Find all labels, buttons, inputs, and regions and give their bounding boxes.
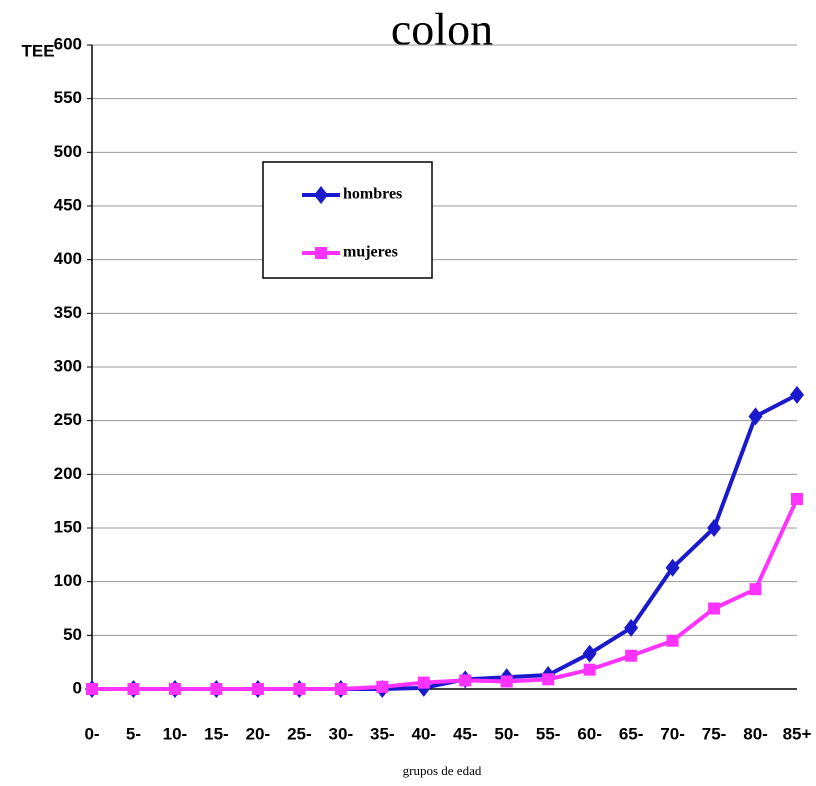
marker	[334, 683, 347, 695]
x-tick-label: 0-	[84, 724, 99, 743]
y-tick-label: 200	[54, 464, 82, 483]
x-tick-label: 10-	[163, 724, 188, 743]
marker	[314, 186, 328, 204]
x-axis-label: grupos de edad	[403, 763, 482, 778]
y-tick-label: 550	[54, 88, 82, 107]
marker	[748, 407, 763, 426]
y-tick-label: 250	[54, 410, 82, 429]
y-tick-label: 50	[63, 625, 82, 644]
series-line	[92, 393, 798, 691]
marker	[376, 680, 389, 693]
x-tick-label: 35-	[370, 724, 395, 743]
x-tick-label: 40-	[411, 724, 436, 743]
marker	[315, 247, 327, 259]
marker	[665, 558, 680, 577]
x-tick-label: 50-	[494, 724, 519, 743]
y-tick-label: 400	[54, 249, 82, 268]
x-tick-label: 5-	[126, 724, 141, 743]
y-tick-label: 100	[54, 571, 82, 590]
marker	[251, 683, 264, 695]
x-tick-label: 85+	[783, 724, 812, 743]
marker	[293, 683, 306, 695]
legend-box	[262, 161, 433, 279]
legend-label: hombres	[343, 186, 402, 203]
x-tick-label: 65-	[619, 724, 644, 743]
y-tick-label: 0	[73, 678, 82, 697]
marker	[582, 644, 597, 663]
marker	[86, 683, 98, 695]
marker	[500, 675, 513, 688]
marker	[790, 385, 804, 404]
marker	[708, 602, 721, 615]
series-line	[92, 498, 799, 691]
x-tick-label: 75-	[702, 724, 727, 743]
x-tick-label: 45-	[453, 724, 478, 743]
marker	[624, 618, 639, 637]
y-tick-label: 150	[54, 517, 82, 536]
marker	[666, 634, 679, 647]
x-tick-label: 25-	[287, 724, 312, 743]
marker	[459, 674, 472, 687]
legend-label: mujeres	[343, 244, 398, 261]
marker	[625, 649, 638, 662]
marker	[707, 519, 722, 537]
y-tick-label: 500	[54, 142, 82, 161]
marker	[210, 683, 223, 695]
x-tick-label: 60-	[577, 724, 602, 743]
y-axis-label: TEE	[21, 41, 54, 60]
marker	[417, 676, 430, 689]
y-tick-label: 350	[54, 303, 82, 322]
marker	[749, 583, 762, 596]
x-tick-label: 80-	[743, 724, 768, 743]
x-tick-label: 20-	[246, 724, 271, 743]
x-tick-label: 55-	[536, 724, 561, 743]
y-tick-label: 450	[54, 195, 82, 214]
y-tick-label: 600	[54, 34, 82, 53]
marker	[583, 663, 596, 676]
marker	[168, 683, 181, 695]
chart-title: colon	[391, 4, 493, 55]
y-tick-label: 300	[54, 356, 82, 375]
marker	[127, 683, 140, 695]
marker	[791, 493, 803, 506]
marker	[542, 673, 555, 686]
x-tick-label: 30-	[329, 724, 354, 743]
x-tick-label: 70-	[660, 724, 685, 743]
x-tick-label: 15-	[204, 724, 229, 743]
